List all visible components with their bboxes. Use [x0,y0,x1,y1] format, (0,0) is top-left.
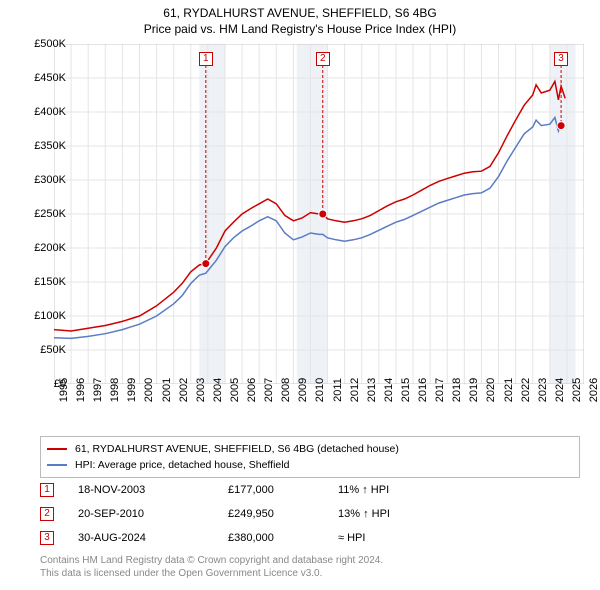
txn-pct: 11% ↑ HPI [338,484,458,496]
x-axis-label: 2002 [178,378,190,402]
y-axis-label: £150K [34,276,66,288]
txn-date: 18-NOV-2003 [78,484,228,496]
chart-area: 1 2 3 [54,44,584,384]
x-axis-label: 2017 [434,378,446,402]
txn-date: 20-SEP-2010 [78,508,228,520]
legend: 61, RYDALHURST AVENUE, SHEFFIELD, S6 4BG… [40,436,580,478]
txn-pct: ≈ HPI [338,532,458,544]
x-axis-label: 1995 [58,378,70,402]
legend-label-hpi: HPI: Average price, detached house, Shef… [75,459,289,471]
chart-container: 61, RYDALHURST AVENUE, SHEFFIELD, S6 4BG… [0,0,600,590]
x-axis-label: 2019 [468,378,480,402]
chart-callout: 3 [554,52,568,66]
x-axis-label: 2000 [143,378,155,402]
x-axis-label: 2012 [349,378,361,402]
x-axis-label: 2014 [383,378,395,402]
y-axis-label: £300K [34,174,66,186]
callout-badge: 2 [40,507,54,521]
x-axis-label: 2025 [571,378,583,402]
title-line1: 61, RYDALHURST AVENUE, SHEFFIELD, S6 4BG [0,6,600,20]
x-axis-label: 2015 [400,378,412,402]
txn-price: £249,950 [228,508,338,520]
x-axis-label: 2013 [366,378,378,402]
y-axis-label: £200K [34,242,66,254]
footer: Contains HM Land Registry data © Crown c… [40,554,383,580]
x-axis-label: 2005 [229,378,241,402]
table-row: 3 30-AUG-2024 £380,000 ≈ HPI [40,526,458,550]
x-axis-label: 2023 [537,378,549,402]
transactions-table: 1 18-NOV-2003 £177,000 11% ↑ HPI 2 20-SE… [40,478,458,550]
y-axis-label: £500K [34,38,66,50]
txn-price: £380,000 [228,532,338,544]
chart-callout: 1 [199,52,213,66]
x-axis-label: 2016 [417,378,429,402]
txn-price: £177,000 [228,484,338,496]
x-axis-label: 1998 [109,378,121,402]
x-axis-label: 2018 [451,378,463,402]
y-axis-label: £50K [40,344,66,356]
x-axis-label: 2022 [520,378,532,402]
footer-line1: Contains HM Land Registry data © Crown c… [40,554,383,567]
chart-callout: 2 [316,52,330,66]
legend-row: HPI: Average price, detached house, Shef… [47,457,573,473]
y-axis-label: £100K [34,310,66,322]
y-axis-label: £350K [34,140,66,152]
x-axis-label: 2009 [297,378,309,402]
chart-svg [54,44,584,384]
footer-line2: This data is licensed under the Open Gov… [40,567,383,580]
y-axis-label: £400K [34,106,66,118]
y-axis-label: £450K [34,72,66,84]
table-row: 1 18-NOV-2003 £177,000 11% ↑ HPI [40,478,458,502]
txn-date: 30-AUG-2024 [78,532,228,544]
x-axis-label: 1999 [126,378,138,402]
title-block: 61, RYDALHURST AVENUE, SHEFFIELD, S6 4BG… [0,0,600,36]
x-axis-label: 2020 [485,378,497,402]
x-axis-label: 1996 [75,378,87,402]
callout-badge: 1 [40,483,54,497]
x-axis-label: 2011 [332,378,344,402]
callout-badge: 3 [40,531,54,545]
table-row: 2 20-SEP-2010 £249,950 13% ↑ HPI [40,502,458,526]
x-axis-label: 2008 [280,378,292,402]
x-axis-label: 2004 [212,378,224,402]
x-axis-label: 2001 [161,378,173,402]
legend-row: 61, RYDALHURST AVENUE, SHEFFIELD, S6 4BG… [47,441,573,457]
legend-label-property: 61, RYDALHURST AVENUE, SHEFFIELD, S6 4BG… [75,443,399,455]
title-line2: Price paid vs. HM Land Registry's House … [0,22,600,36]
x-axis-label: 2021 [503,378,515,402]
x-axis-label: 2024 [554,378,566,402]
x-axis-label: 2003 [195,378,207,402]
legend-swatch-hpi [47,464,67,466]
x-axis-label: 1997 [92,378,104,402]
legend-swatch-property [47,448,67,450]
txn-pct: 13% ↑ HPI [338,508,458,520]
x-axis-label: 2006 [246,378,258,402]
y-axis-label: £250K [34,208,66,220]
x-axis-label: 2010 [314,378,326,402]
x-axis-label: 2007 [263,378,275,402]
x-axis-label: 2026 [588,378,600,402]
